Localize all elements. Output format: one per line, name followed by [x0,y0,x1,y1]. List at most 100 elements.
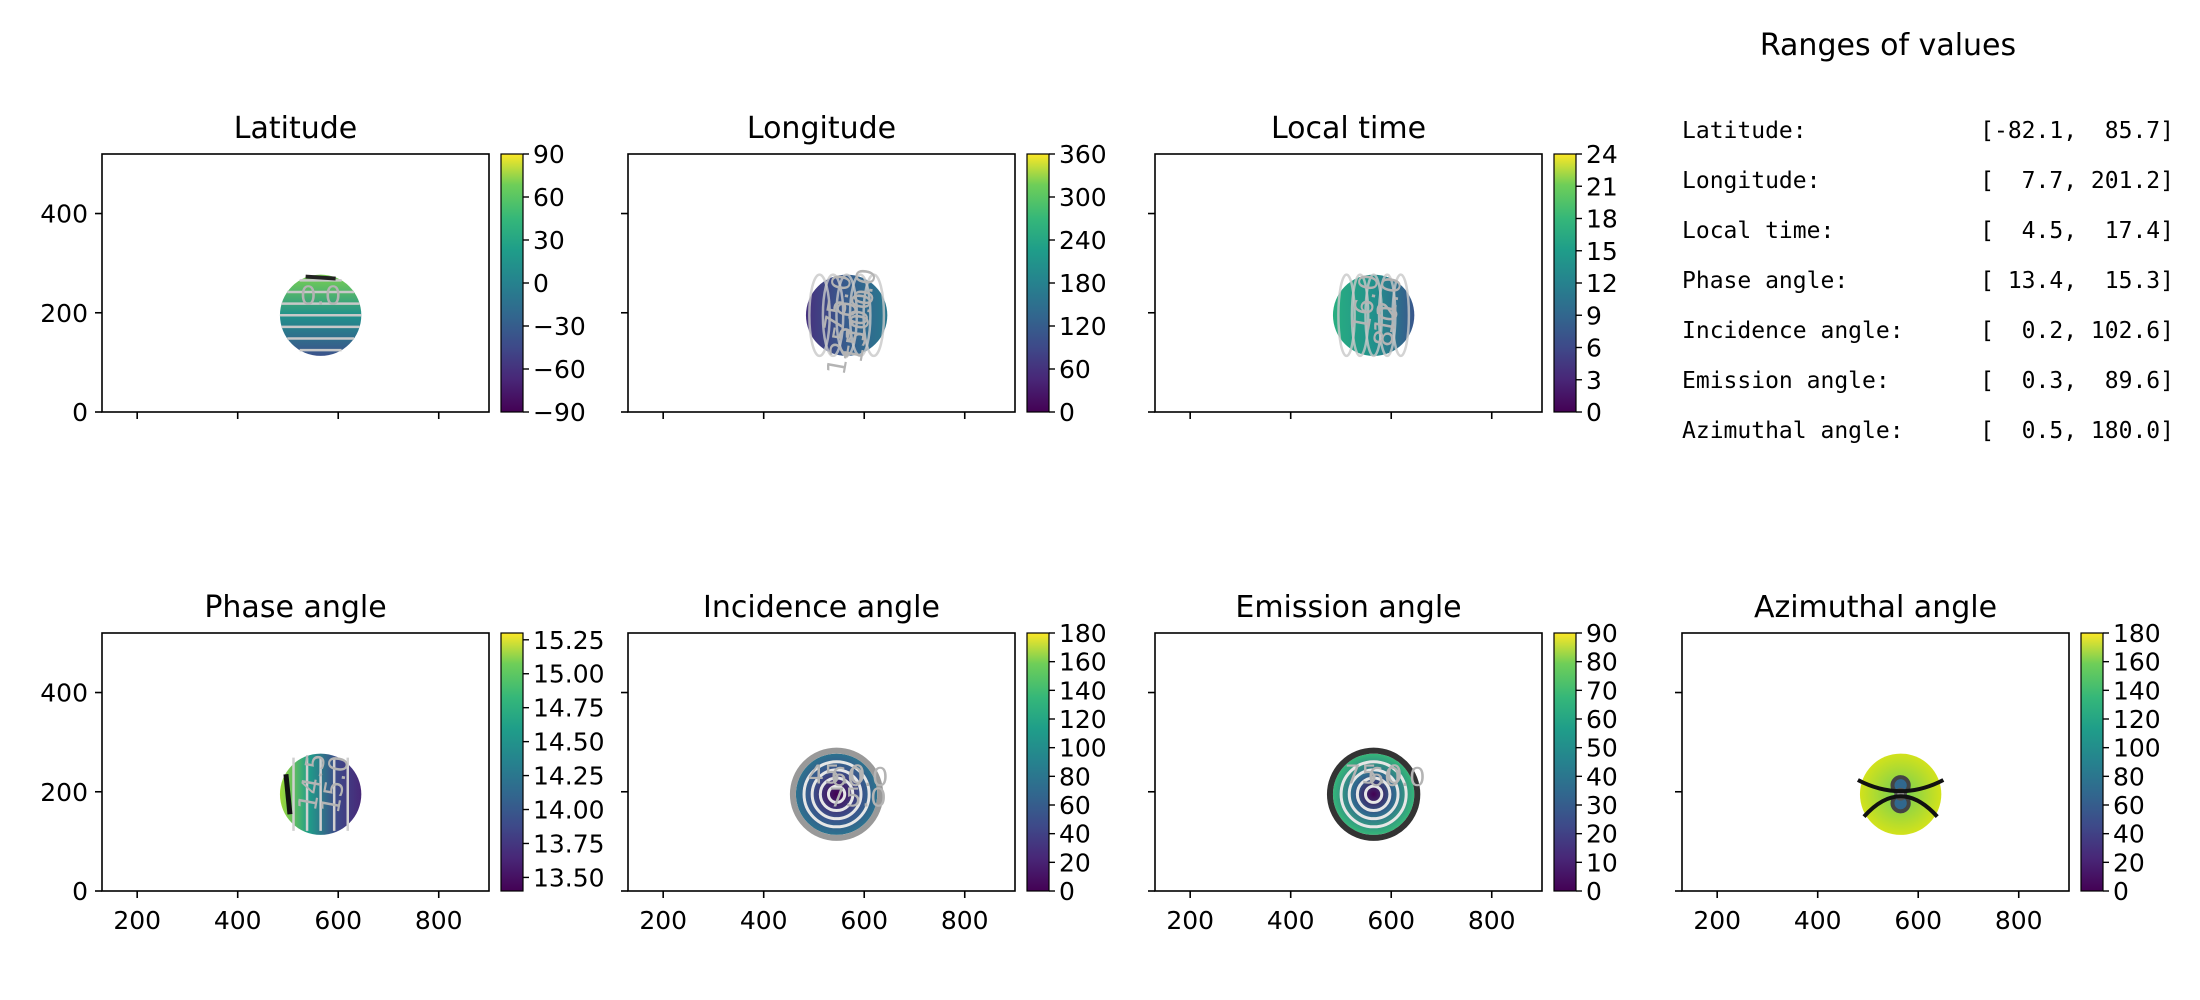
contour-line [826,784,847,804]
colorbar-tick-label: 15.25 [533,626,605,655]
y-tick-label: 0 [72,398,88,427]
colorbar-tick-label: 20 [1059,848,1091,877]
contour-line [862,273,886,358]
colorbar-tick-label: 0 [1586,398,1602,427]
colorbar-tick-label: 90 [1586,619,1618,648]
colorbar-tick-label: 100 [1059,734,1107,763]
colorbar-tick-label: 180 [1059,619,1107,648]
contour-line [1363,784,1384,804]
range-value: [ 0.5, 180.0] [1980,418,2174,444]
range-value: [ 7.7, 201.2] [1980,168,2174,194]
colorbar-tick-label: 240 [1059,226,1107,255]
colorbar-tick-label: 10 [1586,848,1618,877]
axes-frame [627,153,1016,413]
colorbar-tick-label: 20 [2113,848,2145,877]
colorbar-tick-label: 20 [1586,820,1618,849]
colorbar [1553,153,1577,413]
range-value: [ 0.2, 102.6] [1980,318,2174,344]
axes-frame [101,632,490,892]
colorbar-tick-label: 140 [1059,676,1107,705]
colorbar-tick-label: −30 [533,312,586,341]
colorbar-tick-label: 0 [533,269,549,298]
colorbar-tick-label: 120 [1059,705,1107,734]
y-tick-label: 0 [72,877,88,906]
contour-label: 0.0 [300,281,341,311]
range-label: Phase angle: [1682,268,1848,294]
contour-line [1350,273,1370,358]
contour-line [1364,273,1384,358]
planet-disk [805,274,888,356]
x-tick-label: 600 [1367,906,1415,935]
contour-line [818,776,855,813]
y-tick-label: 200 [40,778,88,807]
contour-line [1339,760,1408,829]
contour-label: 60.0 [831,763,889,793]
contour-line [808,273,831,358]
y-tick-label: 400 [40,679,88,708]
colorbar-tick-label: 15.00 [533,660,605,689]
x-tick-label: 600 [1894,906,1942,935]
axes-frame [1681,632,2070,892]
colorbar-tick-label: 160 [1059,648,1107,677]
range-label: Longitude: [1682,168,1820,194]
range-label: Incidence angle: [1682,318,1904,344]
panel-title: Longitude [747,111,896,146]
colorbar-tick-label: 15 [1586,237,1618,266]
colorbar-tick-label: 60 [1586,705,1618,734]
colorbar [1026,632,1050,892]
colorbar-tick-label: −60 [533,355,586,384]
colorbar-tick-label: 40 [2113,820,2145,849]
contour-label: 75.0 [829,783,887,813]
contour-line [1862,794,1939,818]
y-tick-label: 200 [40,299,88,328]
x-tick-label: 200 [639,906,687,935]
colorbar-tick-label: 30 [1586,791,1618,820]
colorbar-tick-label: 60 [533,183,565,212]
colorbar-tick-label: 180 [1059,269,1107,298]
range-label: Emission angle: [1682,368,1890,394]
colorbar-tick-label: 60 [2113,791,2145,820]
colorbar-tick-label: 140 [2113,676,2161,705]
contour-line [1377,273,1397,358]
colorbar-tick-label: 100 [2113,734,2161,763]
colorbar-tick-label: 60 [1059,355,1091,384]
colorbar [2080,632,2104,892]
contour-line [1347,768,1400,821]
ranges-panel: Ranges of values Latitude: [-82.1, 85.7]L… [1682,28,2174,444]
planet-disk [795,753,878,835]
colorbar-tick-label: 14.50 [533,728,605,757]
colorbar [1026,153,1050,413]
colorbar-tick-label: 40 [1059,820,1091,849]
colorbar-tick-label: 0 [1586,877,1602,906]
colorbar-tick-label: 12 [1586,269,1618,298]
colorbar-tick-label: 14.25 [533,762,605,791]
contour-line [810,768,863,821]
contour-line [1326,747,1421,841]
x-tick-label: 800 [1995,906,2043,935]
contour-line [1355,776,1392,813]
colorbar-tick-label: 120 [1059,312,1107,341]
range-label: Local time: [1682,218,1834,244]
colorbar-tick-label: 120 [2113,705,2161,734]
range-label: Latitude: [1682,118,1807,144]
contour-line [1337,273,1356,358]
ranges-title: Ranges of values [1760,28,2016,63]
panel-title: Emission angle [1235,590,1461,625]
panels: Latitude0.002004009060300−30−60−90Longit… [40,111,2160,935]
contour-line [1856,778,1945,794]
colorbar-tick-label: 9 [1586,301,1602,330]
x-tick-label: 400 [214,906,262,935]
panel-title: Azimuthal angle [1754,590,1997,625]
x-tick-label: 200 [113,906,161,935]
panel-title: Incidence angle [703,590,940,625]
colorbar-tick-label: 80 [1059,762,1091,791]
contour-label: 75.0 [1345,760,1403,790]
contour-line [848,273,872,358]
contour-line [1391,273,1411,358]
panel-latitude: Latitude 0.0 0 200 400 90 60 30 0 −30 −60 −90 [40,111,585,427]
range-rows: Latitude: [-82.1, 85.7] Longitude: [ 7.7, 2… [1682,118,2174,444]
colorbar-tick-label: 14.00 [533,796,605,825]
range-value: [ 4.5, 17.4] [1980,218,2174,244]
